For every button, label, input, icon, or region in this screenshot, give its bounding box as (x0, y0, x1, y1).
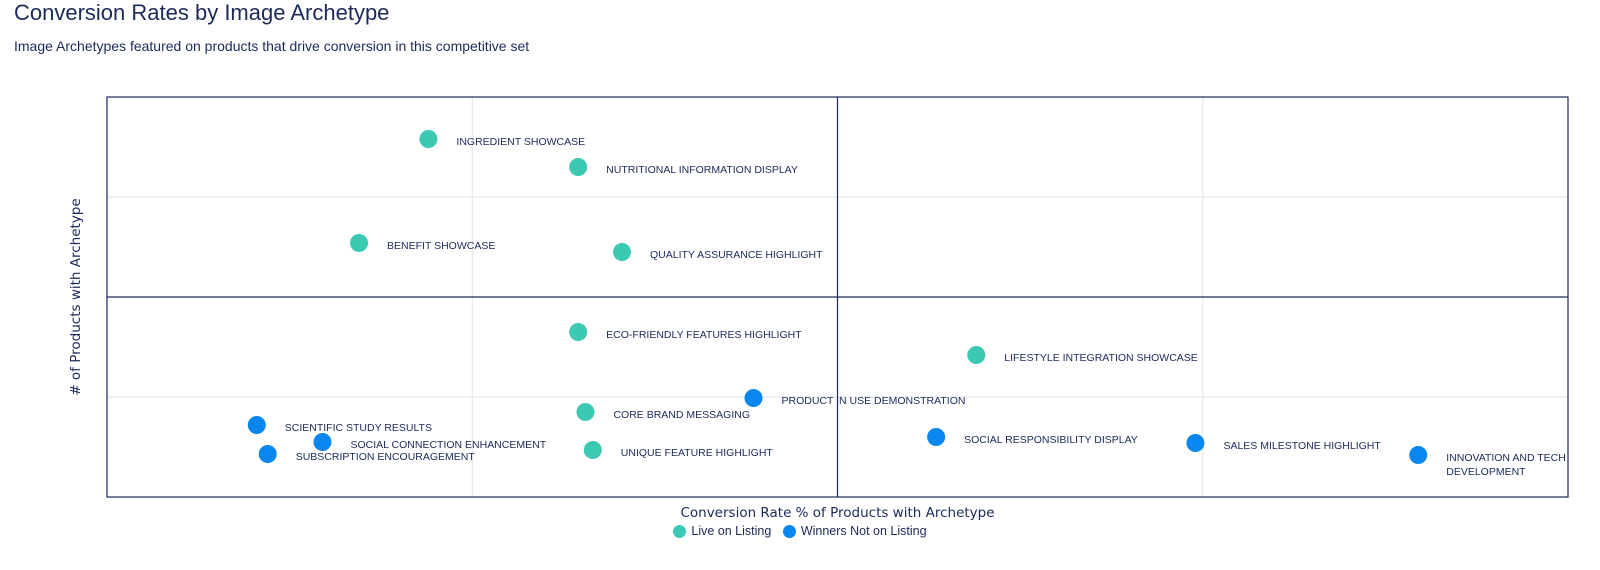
data-point (967, 346, 986, 364)
plot-frame (106, 96, 1569, 498)
data-point (350, 234, 369, 252)
point-label: INGREDIENT SHOWCASE (456, 136, 585, 148)
data-point (613, 243, 632, 261)
data-point (569, 323, 588, 341)
data-point (744, 389, 763, 407)
point-label: LIFESTYLE INTEGRATION SHOWCASE (1004, 352, 1198, 364)
data-point (569, 158, 588, 176)
point-label: UNIQUE FEATURE HIGHLIGHT (621, 447, 774, 459)
point-label: ECO-FRIENDLY FEATURES HIGHLIGHT (606, 329, 802, 341)
chart-subtitle: Image Archetypes featured on products th… (14, 38, 530, 54)
chart-title: Conversion Rates by Image Archetype (14, 0, 390, 25)
point-label: PRODUCT IN USE DEMONSTRATION (781, 395, 965, 407)
legend-label-live: Live on Listing (691, 524, 772, 538)
point-label: INNOVATION AND TECH DEVELOPMENT (1446, 452, 1566, 478)
point-label: SUBSCRIPTION ENCOURAGEMENT (296, 451, 476, 463)
legend-swatch-live (673, 524, 687, 538)
x-axis-label: Conversion Rate % of Products with Arche… (680, 505, 994, 521)
point-label: QUALITY ASSURANCE HIGHLIGHT (650, 249, 823, 261)
data-point (1409, 446, 1428, 464)
legend-label-winners: Winners Not on Listing (800, 524, 927, 538)
point-label: SOCIAL RESPONSIBILITY DISPLAY (964, 434, 1138, 446)
legend-swatch-winners (782, 524, 796, 538)
chart-legend: Live on Listing Winners Not on Listing (0, 524, 1600, 541)
data-point (576, 403, 595, 421)
data-points: INGREDIENT SHOWCASE NUTRITIONAL INFORMATI… (247, 130, 1566, 478)
point-label: NUTRITIONAL INFORMATION DISPLAY (606, 164, 798, 176)
legend-item-live[interactable]: Live on Listing (673, 524, 771, 538)
data-point (313, 433, 332, 451)
point-label: SOCIAL CONNECTION ENHANCEMENT (350, 439, 546, 451)
point-label: SALES MILESTONE HIGHLIGHT (1223, 440, 1381, 452)
data-point (583, 441, 602, 459)
point-label: SCIENTIFIC STUDY RESULTS (285, 422, 432, 434)
data-point (927, 428, 946, 446)
data-point (247, 416, 266, 434)
legend-item-winners[interactable]: Winners Not on Listing (782, 524, 927, 538)
data-point (419, 130, 438, 148)
y-axis-label: # of Products with Archetype (68, 198, 84, 395)
data-point (1186, 434, 1205, 452)
point-label: BENEFIT SHOWCASE (387, 240, 495, 252)
data-point (258, 445, 277, 463)
point-label: CORE BRAND MESSAGING (613, 409, 750, 421)
